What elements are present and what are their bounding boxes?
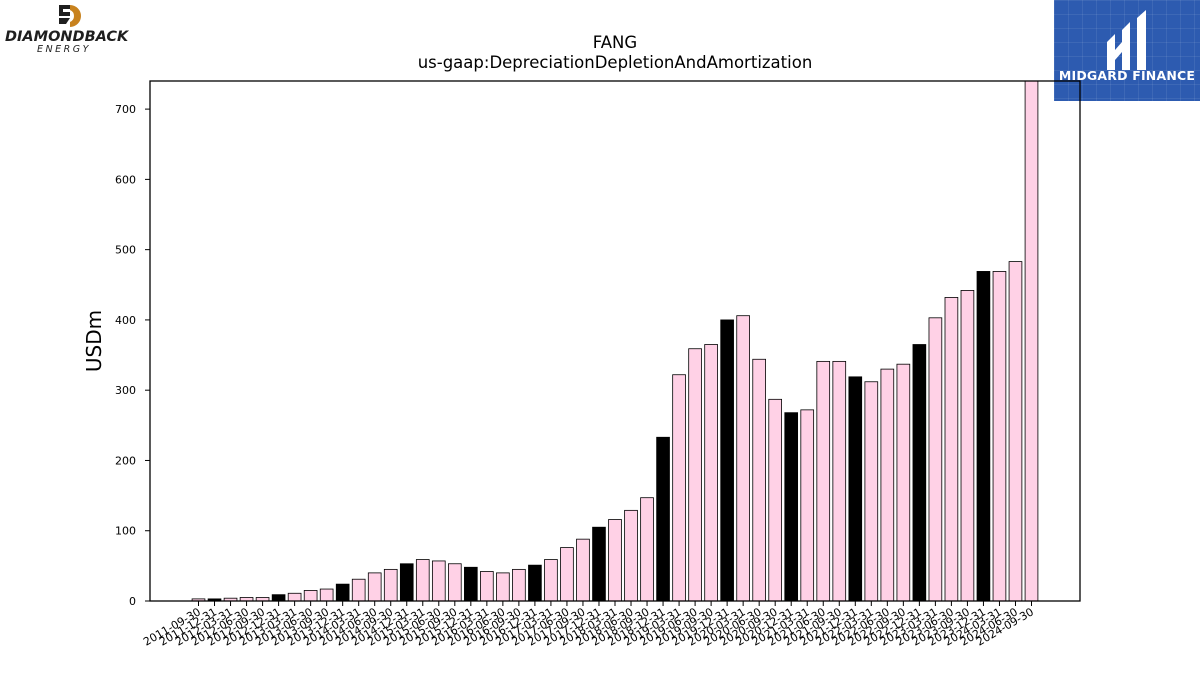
bar-2017-03-31 bbox=[544, 559, 558, 602]
bar-2023-12-31 bbox=[976, 271, 991, 602]
y-tick-label: 700 bbox=[115, 103, 136, 116]
bar-2020-12-31 bbox=[784, 412, 799, 602]
bar-2021-06-30 bbox=[816, 360, 831, 602]
bar-2013-09-30 bbox=[319, 588, 334, 602]
bar-2016-06-30 bbox=[496, 572, 510, 602]
bar-2014-03-31 bbox=[351, 578, 366, 602]
y-tick-label: 0 bbox=[129, 595, 136, 608]
chart-title: FANG bbox=[593, 33, 637, 52]
bar-2019-03-31 bbox=[672, 374, 686, 602]
y-axis: 0 100 200 300 400 500 600 700 bbox=[115, 103, 150, 608]
bar-2014-09-30 bbox=[383, 568, 398, 602]
bar-2015-06-30 bbox=[431, 560, 446, 602]
bar-2022-03-31 bbox=[864, 381, 879, 602]
y-tick-label: 600 bbox=[115, 173, 136, 186]
bar-2024-09-30 bbox=[1024, 80, 1039, 602]
bar-2022-06-30 bbox=[880, 368, 895, 602]
chart-subtitle: us-gaap:DepreciationDepletionAndAmortiza… bbox=[418, 53, 813, 72]
x-axis: 2011-09-302011-12-312012-03-312012-06-30… bbox=[141, 601, 1036, 649]
bar-2019-06-30 bbox=[688, 348, 702, 602]
bar-2018-12-31 bbox=[656, 436, 670, 602]
bar-2013-03-31 bbox=[287, 592, 302, 602]
bar-2022-12-31 bbox=[912, 344, 927, 602]
y-tick-label: 100 bbox=[115, 525, 136, 538]
bar-2023-06-30 bbox=[944, 297, 959, 602]
y-tick-label: 500 bbox=[115, 244, 136, 257]
bar-2020-03-31 bbox=[736, 315, 750, 602]
bar-2016-03-31 bbox=[480, 571, 494, 602]
logo-company-line1: DIAMONDBACK bbox=[5, 29, 130, 45]
bar-2018-06-30 bbox=[624, 509, 638, 602]
bar-2021-12-31 bbox=[848, 376, 863, 602]
bar-2017-09-30 bbox=[576, 538, 590, 602]
bar-2020-09-30 bbox=[768, 398, 783, 602]
y-axis-label: USDm bbox=[82, 310, 106, 372]
midgard-logo-icon bbox=[1107, 10, 1146, 70]
bar-2018-09-30 bbox=[640, 497, 654, 602]
bar-2024-06-30 bbox=[1008, 261, 1023, 602]
badge-label: MIDGARD FINANCE bbox=[1058, 68, 1196, 83]
bar-2017-12-31 bbox=[592, 526, 606, 602]
bar-2015-12-31 bbox=[464, 566, 478, 602]
bar-2015-03-31 bbox=[415, 559, 430, 602]
bar-2016-09-30 bbox=[512, 568, 526, 602]
y-tick-label: 400 bbox=[115, 314, 136, 327]
bar-2020-06-30 bbox=[752, 358, 766, 602]
logo-company-line2: ENERGY bbox=[37, 44, 91, 55]
diamondback-energy-logo: DIAMONDBACK ENERGY bbox=[0, 0, 145, 62]
bar-2016-12-31 bbox=[528, 564, 542, 602]
bar-2023-03-31 bbox=[928, 317, 943, 602]
bar-2023-09-30 bbox=[960, 290, 975, 602]
bar-2022-09-30 bbox=[896, 363, 911, 602]
bar-2021-09-30 bbox=[832, 360, 847, 602]
bar-2017-06-30 bbox=[560, 547, 574, 602]
bar-2018-03-31 bbox=[608, 519, 622, 602]
diamondback-logo-icon: DIAMONDBACK ENERGY bbox=[5, 5, 130, 55]
y-tick-label: 200 bbox=[115, 454, 136, 467]
y-tick-label: 300 bbox=[115, 384, 136, 397]
plot-frame bbox=[149, 80, 1081, 602]
bar-2015-09-30 bbox=[447, 563, 462, 602]
bar-2019-09-30 bbox=[704, 344, 718, 602]
bar-2014-12-31 bbox=[399, 563, 414, 602]
bar-2013-12-31 bbox=[335, 583, 350, 602]
bars-group bbox=[191, 80, 1039, 602]
bar-2014-06-30 bbox=[367, 572, 382, 602]
midgard-finance-badge: MIDGARD FINANCE bbox=[1054, 0, 1200, 101]
bar-2012-12-31 bbox=[271, 594, 286, 602]
bar-2021-03-31 bbox=[800, 409, 815, 602]
bar-2013-06-30 bbox=[303, 590, 318, 602]
bar-2024-03-31 bbox=[992, 271, 1007, 602]
bar-2019-12-31 bbox=[720, 319, 734, 602]
